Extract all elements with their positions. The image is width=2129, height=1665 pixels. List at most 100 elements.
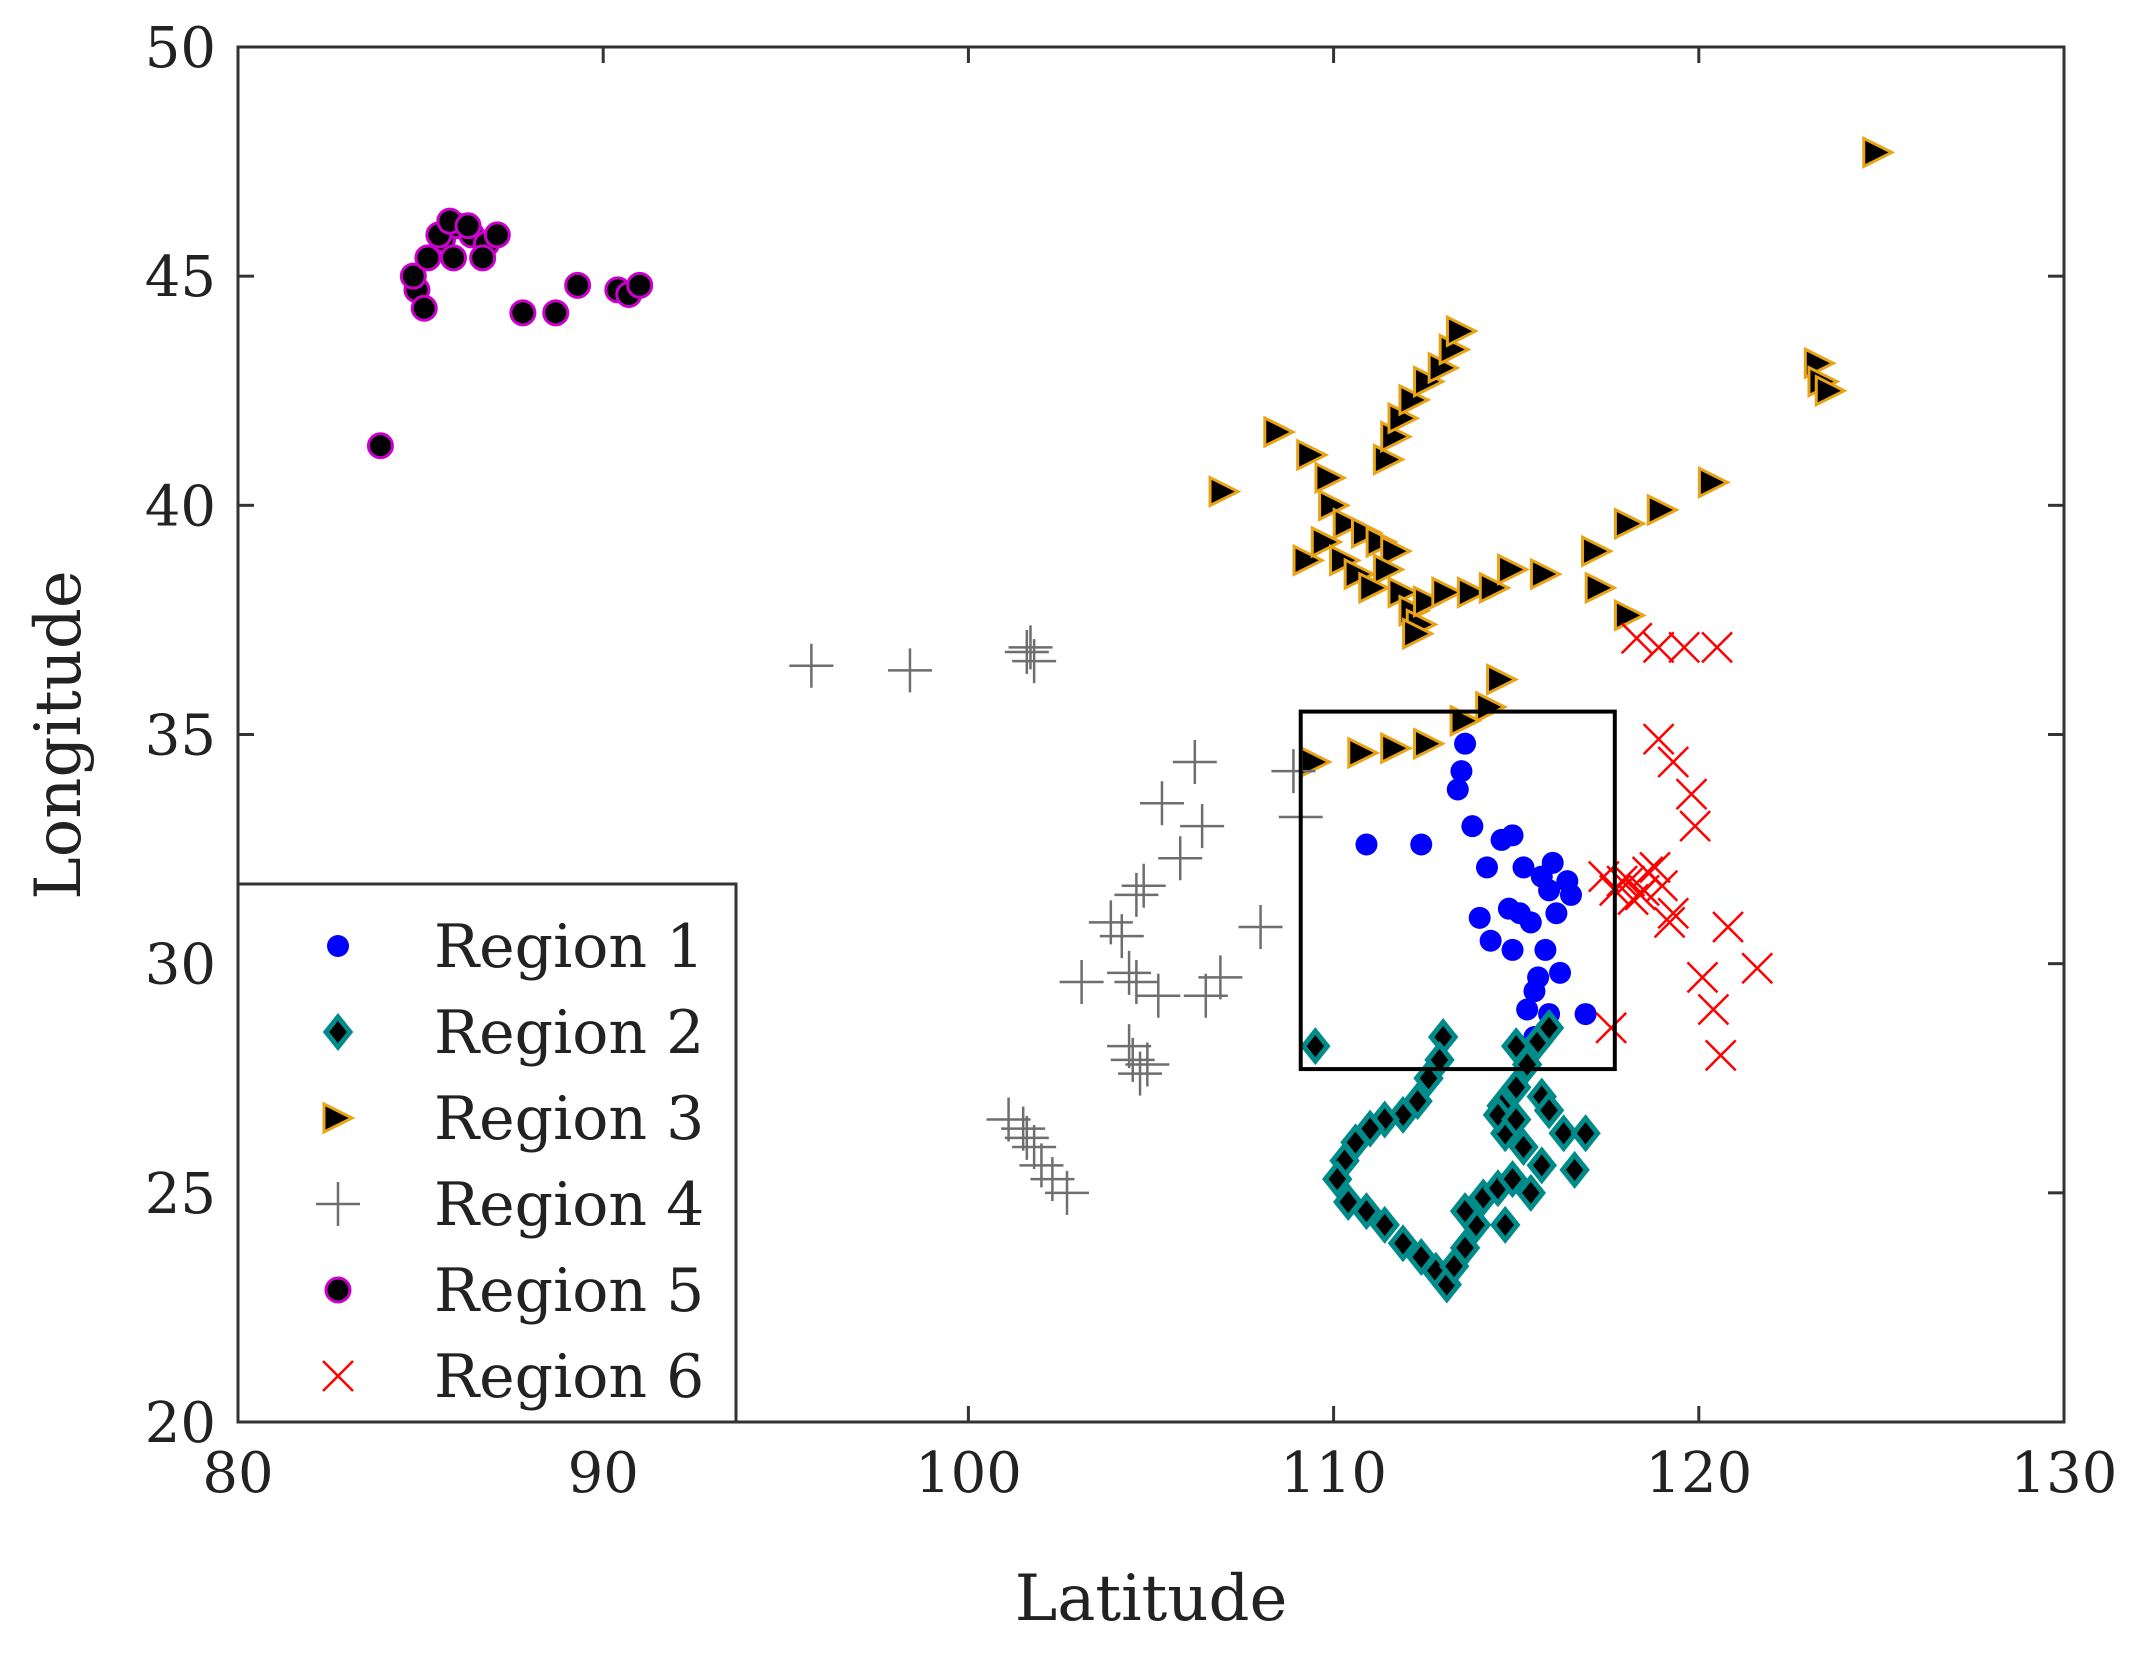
data-point [789,643,834,688]
data-point [1088,900,1133,945]
data-point [483,221,511,249]
y-tick-label: 25 [145,1162,216,1227]
data-point [1445,314,1479,348]
data-point [1559,1150,1590,1189]
data-point [1300,1027,1331,1066]
data-point [1519,911,1542,934]
data-point [1497,553,1530,586]
data-point [1501,938,1524,961]
data-point [1332,507,1366,541]
data-point [1497,897,1520,920]
data-point [1595,1011,1628,1044]
data-point [1697,993,1730,1026]
data-point [1523,980,1546,1003]
x-tick-label: 80 [202,1441,273,1506]
data-point [1183,973,1228,1018]
y-tick-label: 40 [145,474,216,539]
data-point [1642,631,1675,664]
data-point [1631,856,1664,888]
data-point [1570,1114,1601,1153]
data-point [1620,622,1653,655]
y-axis-label: Longitude [22,570,96,899]
data-point [1529,557,1563,591]
data-point [1538,879,1561,902]
x-tick-label: 100 [915,1441,1022,1506]
data-point [1139,781,1184,826]
data-point [1347,736,1381,770]
data-point [1454,732,1477,755]
data-point [1446,778,1469,801]
data-point [1449,1228,1481,1267]
data-point [1059,960,1104,1004]
data-point [1526,1146,1557,1185]
y-tick-label: 35 [145,704,216,769]
data-point [1508,1127,1539,1167]
data-point [1490,1205,1521,1244]
data-point [1541,851,1564,874]
data-point [1402,617,1435,651]
data-point [1497,1160,1528,1199]
data-point [1208,475,1242,509]
data-point [564,271,592,299]
data-point [1238,905,1283,949]
data-point [1646,493,1680,527]
data-point [1642,723,1675,755]
y-tick-label: 30 [145,933,216,998]
legend-marker [322,1101,356,1135]
data-point [439,244,467,272]
legend-item: Region 3 [322,1084,704,1154]
data-point [1606,865,1638,898]
data-point [1549,961,1572,984]
data-point [1475,856,1498,879]
data-point [1158,836,1203,881]
data-point [542,299,570,327]
series-4 [789,625,1323,1215]
data-point [1559,883,1582,906]
data-point [1449,1192,1481,1231]
legend-marker [327,935,349,957]
data-point [1533,1008,1565,1047]
data-point [1712,911,1744,943]
data-point [1516,998,1539,1021]
data-point [1180,804,1225,849]
data-point [1574,1003,1597,1026]
data-point [1118,1051,1163,1096]
legend-marker [322,1360,354,1392]
data-point [1380,534,1414,568]
data-point [1114,960,1159,1004]
series-1 [1355,732,1597,1048]
legend-item: Region 5 [324,1256,704,1326]
data-point [1456,575,1490,609]
data-point [1862,135,1896,169]
data-point [1478,571,1512,605]
data-point [1697,465,1731,499]
data-point [1107,950,1152,995]
data-point [1675,778,1708,810]
data-point [1500,1100,1532,1139]
legend-marker [316,1182,360,1226]
legend-box [236,882,738,1424]
data-point [1292,543,1326,577]
data-point [1548,1114,1579,1153]
legend-marker [322,1012,354,1052]
data-point [454,212,482,240]
data-point [414,244,442,272]
data-point [1486,663,1519,696]
data-point [887,648,932,693]
data-point [1355,833,1378,856]
data-point [1449,704,1483,738]
data-point [1701,631,1733,664]
data-point [1653,906,1686,939]
highlight-box [1298,709,1617,1072]
data-point [410,294,438,322]
y-tick-label: 20 [145,1391,216,1456]
legend-label: Region 1 [434,912,704,982]
data-point [469,244,497,272]
data-point [509,299,537,327]
data-point [1372,443,1406,476]
legend-item: Region 6 [322,1342,704,1412]
data-point [1358,571,1392,605]
legend-label: Region 5 [434,1256,704,1326]
legend-label: Region 2 [434,998,704,1068]
